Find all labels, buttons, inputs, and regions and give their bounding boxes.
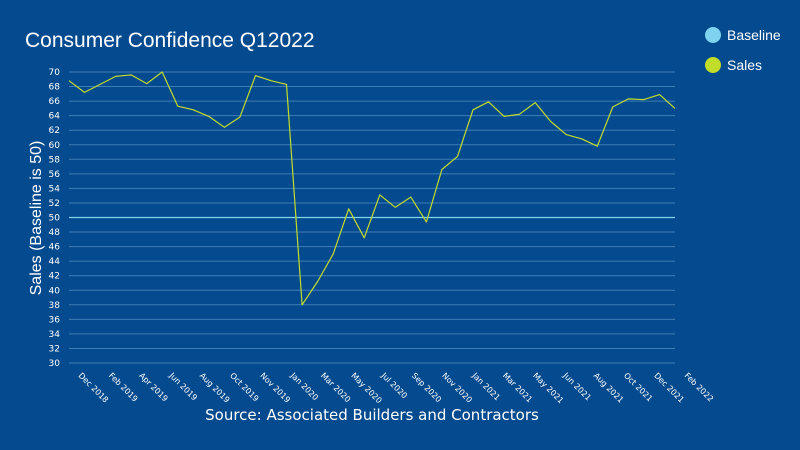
series-line-sales (68, 71, 676, 306)
x-tick-label: Feb 2019 (107, 371, 140, 404)
y-tick-label: 66 (49, 97, 61, 107)
y-tick-label: 70 (49, 68, 61, 78)
x-tick-label: Dec 2018 (77, 371, 111, 405)
x-tick-label: Aug 2019 (198, 371, 232, 405)
y-tick-label: 32 (49, 344, 60, 354)
x-tick-label: Jun 2019 (167, 370, 199, 402)
x-tick-label: Aug 2021 (592, 371, 626, 405)
x-tick-label: Jun 2021 (561, 370, 593, 402)
y-tick-label: 36 (49, 315, 61, 325)
y-tick-label: 60 (49, 141, 61, 151)
x-tick-label: Sep 2020 (410, 371, 443, 404)
y-tick-label: 44 (49, 257, 61, 267)
series-lines (68, 71, 676, 306)
y-tick-label: 42 (49, 272, 60, 282)
x-tick-label: Oct 2021 (622, 371, 654, 403)
y-tick-label: 56 (49, 170, 61, 180)
y-tick-label: 62 (49, 126, 60, 136)
y-tick-label: 34 (49, 330, 61, 340)
chart-title: Consumer Confidence Q12022 (25, 29, 315, 52)
source-note: Source: Associated Builders and Contract… (205, 406, 539, 424)
x-tick-label: Apr 2019 (137, 371, 169, 403)
y-tick-label: 38 (49, 301, 61, 311)
x-tick-label: May 2020 (349, 371, 383, 405)
y-tick-label: 54 (49, 184, 61, 194)
x-tick-label: Jan 2021 (470, 370, 502, 402)
legend-item-baseline[interactable]: Baseline (705, 27, 781, 43)
x-tick-label: Oct 2019 (228, 371, 260, 403)
x-tick-label: Jan 2020 (288, 370, 320, 402)
legend[interactable]: Baseline Sales (705, 27, 781, 73)
x-tick-label: Feb 2022 (683, 371, 716, 404)
x-tick-label: Mar 2021 (501, 371, 534, 404)
y-tick-label: 48 (49, 228, 61, 238)
y-tick-label: 30 (49, 359, 61, 369)
y-tick-label: 40 (49, 286, 61, 296)
y-axis-label: Sales (Baseline is 50) (28, 141, 45, 296)
legend-swatch (705, 27, 721, 43)
legend-label: Baseline (727, 27, 781, 43)
legend-item-sales[interactable]: Sales (705, 57, 762, 73)
x-tick-label: Jul 2020 (379, 370, 409, 400)
y-tick-label: 58 (49, 155, 61, 165)
y-tick-label: 68 (49, 83, 61, 93)
y-axis-ticks: 30 32 34 36 38 40 42 44 46 48 50 52 54 56 58 60 62 64 66 68… (49, 68, 61, 369)
legend-swatch (705, 57, 721, 73)
x-tick-label: Nov 2020 (440, 371, 474, 405)
x-tick-label: May 2021 (531, 371, 565, 405)
y-tick-label: 52 (49, 199, 60, 209)
y-tick-label: 50 (49, 214, 61, 224)
x-tick-label: Nov 2019 (258, 371, 292, 405)
x-tick-label: Mar 2020 (319, 371, 352, 404)
x-tick-label: Dec 2021 (652, 371, 686, 405)
legend-label: Sales (727, 57, 762, 73)
y-tick-label: 64 (49, 112, 61, 122)
y-tick-label: 46 (49, 243, 61, 253)
